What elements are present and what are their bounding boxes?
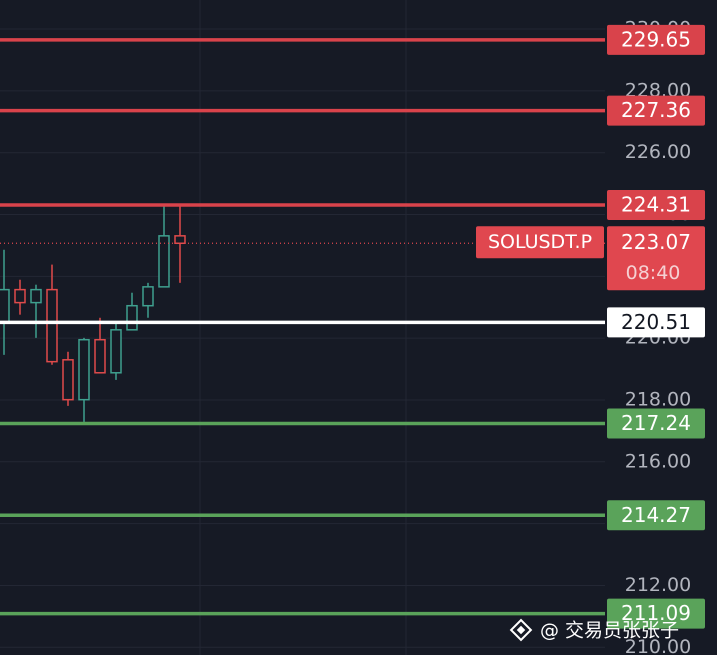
y-tick-label: 212.00: [625, 574, 691, 596]
level-label-box: [607, 500, 705, 531]
candle-body: [46, 288, 58, 363]
grid: [0, 28, 605, 648]
plot: [0, 38, 605, 616]
candle-body: [110, 329, 122, 374]
countdown-label: 08:40: [626, 262, 681, 284]
candle-body: [0, 288, 10, 323]
candle-body: [14, 288, 26, 304]
candle-body: [94, 338, 106, 374]
y-tick-label: 226.00: [625, 141, 691, 163]
symbol-label: SOLUSDT.P: [488, 231, 592, 253]
y-tick-label: 218.00: [625, 388, 691, 410]
candle-body: [62, 359, 74, 401]
candle-body: [126, 304, 138, 331]
candle-body: [30, 288, 42, 304]
price-label: 223.07: [621, 230, 691, 254]
level-label: 229.65: [621, 27, 691, 51]
candle-body: [78, 338, 90, 401]
candle-body: [174, 235, 186, 245]
y-tick-label: 210.00: [625, 636, 691, 655]
level-label: 227.36: [621, 98, 691, 122]
level-label-box: [607, 95, 705, 126]
level-label-box: [607, 408, 705, 439]
price-box: [607, 226, 705, 291]
symbol-box: [476, 226, 604, 259]
watermark-text: @ 交易员张张子: [540, 620, 679, 642]
level-label-box: [607, 598, 705, 629]
level-label: 211.09: [621, 601, 691, 625]
level-label: 220.51: [621, 310, 691, 334]
labels: 229.65 227.36 224.31 220.51 217.24 214.27 211.…: [476, 24, 705, 629]
level-label: 217.24: [621, 411, 691, 435]
level-label: 224.31: [621, 192, 691, 216]
level-label: 214.27: [621, 503, 691, 527]
level-label-box: [607, 189, 705, 220]
level-label-box: [607, 307, 705, 338]
y-tick-label: 216.00: [625, 450, 691, 472]
candle-body: [158, 235, 170, 288]
level-label-box: [607, 24, 705, 55]
candle-body: [142, 286, 154, 307]
